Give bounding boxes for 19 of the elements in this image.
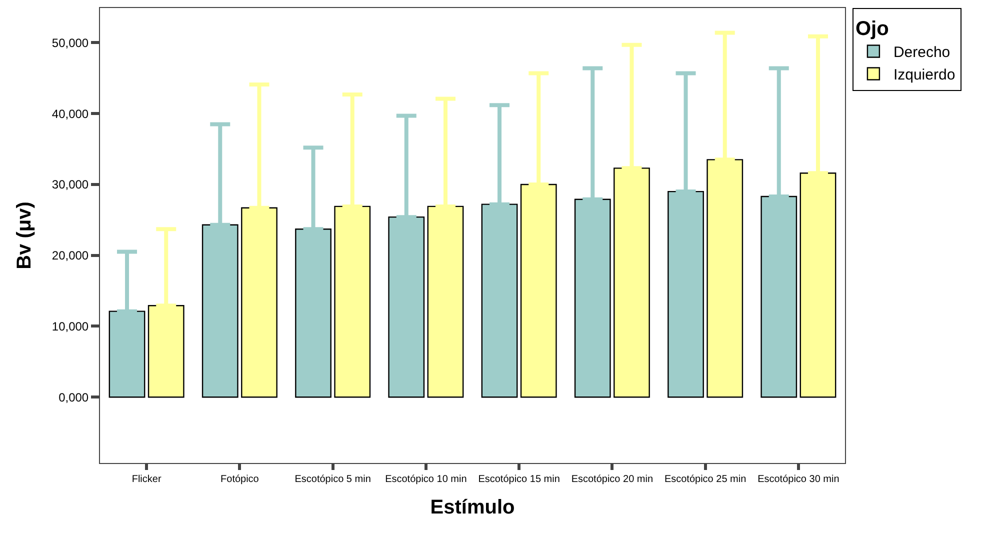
x-tick-label: Fotópico	[220, 474, 260, 485]
y-tick-label: 30,000	[52, 178, 89, 192]
y-axis-title: Bv (μv)	[13, 202, 36, 270]
legend-title: Ojo	[855, 18, 889, 40]
x-tick-label: Escotópico 10 min	[385, 474, 467, 485]
x-tick-label: Escotópico 15 min	[478, 474, 560, 485]
y-tick-label: 40,000	[52, 106, 89, 121]
legend-label: Derecho	[893, 44, 950, 62]
y-tick-label: 50,000	[52, 36, 89, 50]
y-tick-label: 0,000	[58, 390, 89, 404]
x-tick-label: Escotópico 5 min	[294, 474, 371, 485]
y-tick-label: 10,000	[52, 319, 89, 334]
legend-label: Izquierdo	[893, 66, 956, 84]
x-tick-label: Escotópico 20 min	[571, 474, 654, 485]
x-tick-label: Escotópico 25 min	[664, 474, 746, 485]
y-tick-label: 20,000	[52, 248, 89, 263]
x-tick-label: Escotópico 30 min	[758, 474, 840, 485]
x-axis-title: Estímulo	[430, 496, 515, 518]
x-tick-label: Flicker	[132, 474, 162, 485]
